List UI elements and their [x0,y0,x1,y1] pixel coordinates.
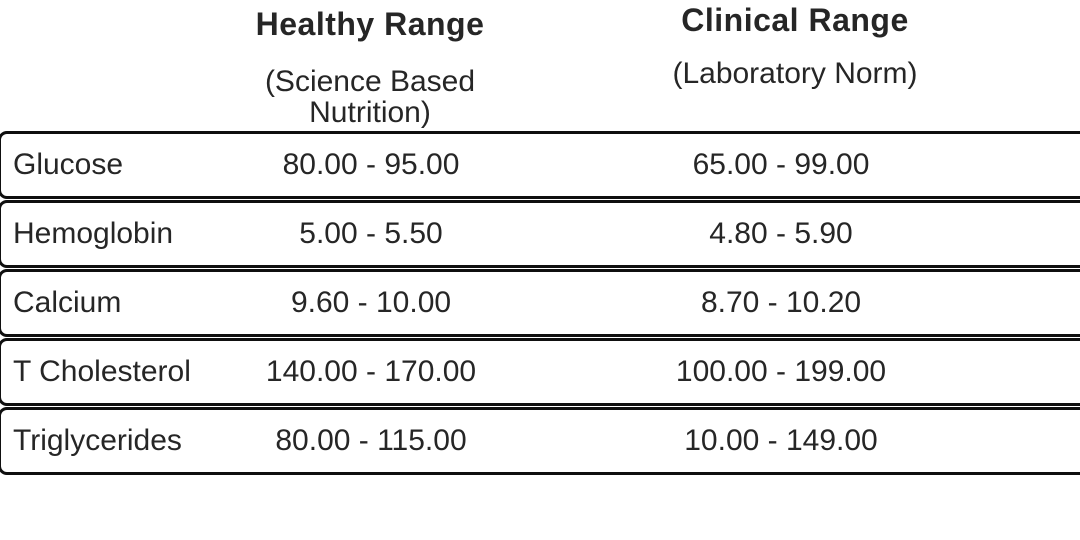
table-body: Glucose 80.00 - 95.00 65.00 - 99.00 Hemo… [0,131,1080,475]
clinical-range-subtitle: (Laboratory Norm) [672,56,918,90]
healthy-range-subtitle: (Science Based Nutrition) [264,64,476,130]
table-header: Healthy Range (Science Based Nutrition) … [0,0,1080,131]
table-row-hemoglobin: Hemoglobin 5.00 - 5.50 4.80 - 5.90 [0,200,1080,268]
healthy-range-title: Healthy Range [255,6,485,42]
row-clinical-range-value: 10.00 - 149.00 [684,424,878,457]
row-clinical-range-value: 65.00 - 99.00 [692,148,870,181]
row-parameter: T Cholesterol [13,355,191,388]
row-clinical-range-value: 4.80 - 5.90 [709,217,853,250]
header-healthy-range: Healthy Range (Science Based Nutrition) [230,6,510,130]
row-parameter: Triglycerides [13,424,182,457]
row-clinical-range-value: 100.00 - 199.00 [675,355,887,388]
row-parameter: Glucose [13,148,124,181]
row-healthy-range-value: 5.00 - 5.50 [299,217,443,250]
row-parameter: Hemoglobin [13,217,174,250]
row-healthy-range-value: 80.00 - 115.00 [275,424,467,457]
row-healthy-range-value: 9.60 - 10.00 [290,286,452,319]
clinical-range-title: Clinical Range [681,2,909,38]
row-parameter: Calcium [13,286,122,319]
table-row-triglycerides: Triglycerides 80.00 - 115.00 10.00 - 149… [0,407,1080,475]
row-healthy-range-value: 140.00 - 170.00 [265,355,477,388]
row-clinical-range-value: 8.70 - 10.20 [700,286,862,319]
table-row-calcium: Calcium 9.60 - 10.00 8.70 - 10.20 [0,269,1080,337]
row-healthy-range-value: 80.00 - 95.00 [282,148,460,181]
table-row-glucose: Glucose 80.00 - 95.00 65.00 - 99.00 [0,131,1080,199]
header-clinical-range: Clinical Range (Laboratory Norm) [510,2,1080,90]
table-row-t-cholesterol: T Cholesterol 140.00 - 170.00 100.00 - 1… [0,338,1080,406]
